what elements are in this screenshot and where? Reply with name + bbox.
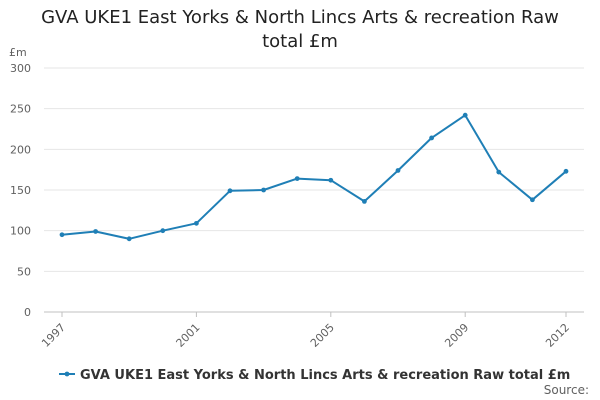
y-tick-label: 300 <box>10 62 31 75</box>
y-tick-label: 200 <box>10 143 31 156</box>
series-group <box>59 112 569 242</box>
data-point[interactable] <box>294 176 300 182</box>
data-point[interactable] <box>126 236 132 242</box>
x-tick-label: 1997 <box>39 321 68 350</box>
x-tick-label: 2001 <box>174 321 203 350</box>
data-point[interactable] <box>227 188 233 194</box>
data-point[interactable] <box>194 220 199 226</box>
y-axis-labels: 0 50 100 150 200 250 300 £m <box>9 46 31 319</box>
data-point[interactable] <box>496 169 502 175</box>
y-tick-label: 50 <box>17 265 31 278</box>
chart-title: GVA UKE1 East Yorks & North Lincs Arts &… <box>41 7 559 52</box>
data-point[interactable] <box>328 177 334 183</box>
x-axis: 1997 2001 2005 2009 2012 <box>39 311 584 350</box>
series-line <box>61 114 567 240</box>
data-point[interactable] <box>261 187 266 193</box>
data-point[interactable] <box>59 232 65 238</box>
x-tick-label: 2005 <box>308 321 337 350</box>
legend-label: GVA UKE1 East Yorks & North Lincs Arts &… <box>80 368 570 383</box>
x-tick-label: 2012 <box>543 321 572 350</box>
data-point[interactable] <box>93 229 98 234</box>
data-point[interactable] <box>160 228 166 234</box>
legend-point-marker <box>64 371 70 377</box>
data-point[interactable] <box>429 135 434 141</box>
data-point[interactable] <box>462 112 468 118</box>
data-point[interactable] <box>362 198 367 204</box>
gridlines <box>44 67 584 272</box>
source-label: Source: <box>544 383 589 397</box>
y-axis-unit-label: £m <box>9 46 27 59</box>
y-tick-label: 0 <box>24 306 31 319</box>
legend[interactable]: GVA UKE1 East Yorks & North Lincs Arts &… <box>59 368 570 383</box>
y-tick-label: 250 <box>10 103 31 116</box>
y-tick-label: 100 <box>10 225 31 238</box>
data-point[interactable] <box>395 168 401 173</box>
x-tick-label: 2009 <box>442 321 471 350</box>
data-point[interactable] <box>563 168 569 174</box>
data-point[interactable] <box>530 197 535 203</box>
y-tick-label: 150 <box>10 184 31 197</box>
